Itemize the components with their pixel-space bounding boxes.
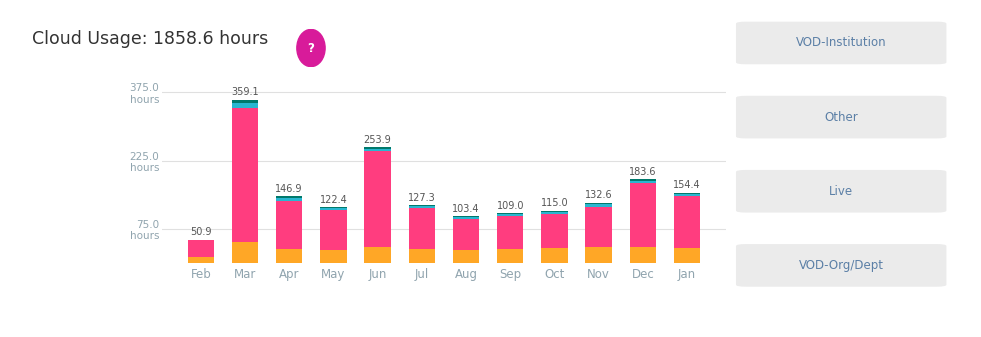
Text: Live: Live — [829, 185, 853, 198]
Bar — [232, 108, 258, 242]
Bar — [542, 211, 568, 212]
Text: 50.9: 50.9 — [190, 227, 212, 238]
Bar — [232, 100, 258, 103]
Bar — [453, 219, 480, 250]
Text: Other: Other — [824, 111, 858, 124]
Bar — [453, 250, 480, 263]
Bar — [187, 240, 214, 257]
Bar — [497, 213, 524, 214]
Bar — [408, 208, 435, 249]
Bar — [497, 216, 524, 249]
Bar — [497, 249, 524, 263]
Bar — [364, 247, 390, 263]
FancyBboxPatch shape — [736, 22, 947, 64]
Bar — [408, 206, 435, 208]
Bar — [453, 216, 480, 217]
Text: 253.9: 253.9 — [364, 135, 391, 145]
Bar — [320, 250, 346, 263]
Circle shape — [297, 29, 325, 67]
Text: 122.4: 122.4 — [320, 195, 347, 205]
FancyBboxPatch shape — [736, 170, 947, 213]
Bar — [542, 212, 568, 214]
Bar — [320, 207, 346, 208]
FancyBboxPatch shape — [736, 244, 947, 287]
Bar — [630, 247, 656, 263]
Bar — [630, 183, 656, 247]
Bar — [674, 196, 700, 248]
Bar — [408, 205, 435, 206]
Bar — [276, 249, 302, 263]
Text: ?: ? — [307, 42, 315, 55]
Bar — [586, 207, 612, 247]
Text: 183.6: 183.6 — [629, 167, 656, 177]
Bar — [276, 202, 302, 249]
Text: 115.0: 115.0 — [541, 198, 568, 208]
Bar — [542, 214, 568, 248]
Bar — [453, 217, 480, 219]
Bar — [364, 149, 390, 151]
Text: 146.9: 146.9 — [276, 184, 303, 194]
Bar — [232, 103, 258, 108]
Bar — [364, 151, 390, 247]
Text: 109.0: 109.0 — [496, 201, 524, 211]
Bar — [276, 196, 302, 198]
Text: VOD-Institution: VOD-Institution — [796, 36, 887, 50]
Bar — [586, 247, 612, 263]
Bar — [542, 248, 568, 263]
Text: 127.3: 127.3 — [408, 193, 436, 203]
Bar — [630, 179, 656, 181]
Bar — [320, 210, 346, 250]
FancyBboxPatch shape — [736, 96, 947, 139]
Text: VOD-Org/Dept: VOD-Org/Dept — [799, 259, 884, 272]
Bar — [586, 204, 612, 207]
Bar — [674, 194, 700, 196]
Bar — [497, 214, 524, 216]
Bar — [674, 248, 700, 263]
Bar — [187, 257, 214, 263]
Text: 359.1: 359.1 — [232, 87, 259, 97]
Bar — [232, 242, 258, 263]
Bar — [586, 203, 612, 204]
Bar — [630, 181, 656, 183]
Text: Cloud Usage: 1858.6 hours: Cloud Usage: 1858.6 hours — [32, 30, 269, 48]
Bar — [276, 198, 302, 202]
Text: 103.4: 103.4 — [452, 204, 480, 214]
Text: 154.4: 154.4 — [673, 180, 700, 190]
Bar — [674, 193, 700, 194]
Bar — [320, 208, 346, 210]
Bar — [364, 148, 390, 149]
Text: 132.6: 132.6 — [585, 190, 612, 200]
Bar — [408, 249, 435, 263]
